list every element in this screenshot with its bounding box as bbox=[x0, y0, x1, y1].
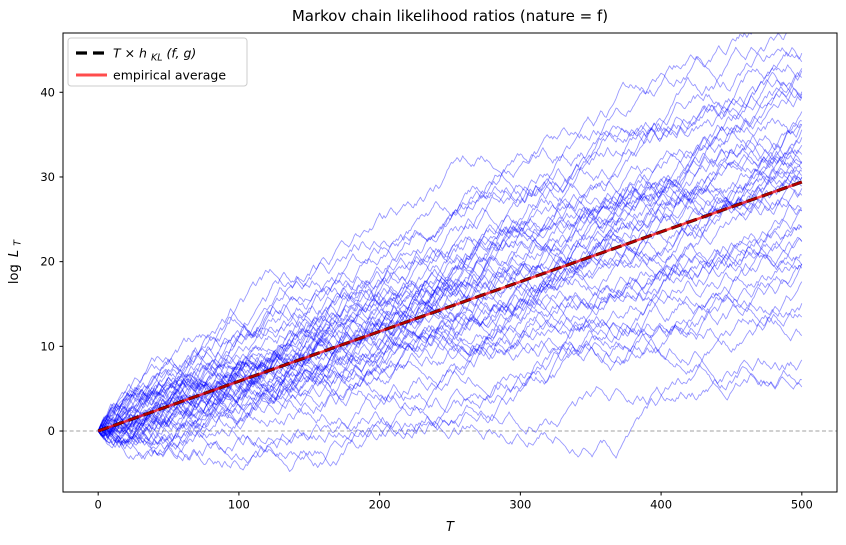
trajectory-path bbox=[97, 64, 803, 432]
plot-spines bbox=[62, 32, 838, 493]
y-tick-label: 20 bbox=[40, 255, 55, 269]
x-axis-label: T bbox=[446, 520, 455, 535]
y-tick-label: 0 bbox=[48, 424, 55, 438]
trajectory-path bbox=[97, 129, 803, 432]
empirical-average-line bbox=[97, 180, 803, 433]
y-axis-label-var: L bbox=[7, 250, 22, 257]
x-tick-label: 300 bbox=[509, 498, 531, 512]
trajectory-path bbox=[97, 72, 803, 432]
trajectory-path bbox=[97, 47, 803, 436]
trajectory-path bbox=[97, 238, 803, 432]
trajectory-path bbox=[97, 249, 802, 444]
trajectory-path bbox=[97, 236, 803, 449]
trajectory-path bbox=[97, 161, 803, 450]
x-tick-label: 400 bbox=[650, 498, 672, 512]
chart-title: Markov chain likelihood ratios (nature =… bbox=[292, 7, 608, 25]
legend-box bbox=[67, 37, 248, 87]
x-tick-label: 0 bbox=[95, 498, 102, 512]
x-tick-label: 200 bbox=[369, 498, 391, 512]
trajectory-path bbox=[97, 303, 803, 467]
trajectory-path bbox=[97, 91, 803, 433]
plot-area bbox=[63, 33, 837, 492]
trajectory-path bbox=[97, 135, 803, 435]
trajectory-path bbox=[97, 33, 753, 433]
y-axis-ticks: 0 10 20 30 40 bbox=[40, 85, 63, 438]
legend-kl-main: T × h bbox=[113, 46, 147, 61]
legend-kl-label: T × h KL (f, g) bbox=[113, 46, 196, 64]
trajectory-path bbox=[97, 294, 803, 438]
y-axis-label: log L T bbox=[7, 239, 24, 284]
trajectory-path bbox=[97, 79, 803, 446]
trajectory-path bbox=[97, 171, 803, 434]
trajectory-path bbox=[97, 281, 803, 471]
y-tick-label: 40 bbox=[40, 85, 55, 99]
main-lines-group bbox=[97, 180, 803, 433]
trajectory-path bbox=[97, 264, 803, 446]
trajectory-path bbox=[97, 146, 803, 435]
trajectory-path bbox=[97, 137, 803, 432]
trajectory-path bbox=[97, 117, 803, 432]
trajectory-path bbox=[97, 144, 803, 436]
trajectory-path bbox=[97, 224, 803, 432]
trajectory-path bbox=[97, 120, 802, 436]
legend-kl-tail: (f, g) bbox=[166, 46, 196, 61]
trajectory-path bbox=[97, 208, 803, 434]
trajectory-path bbox=[97, 257, 803, 436]
trajectory-path bbox=[97, 88, 803, 432]
legend-kl-sub: KL bbox=[151, 53, 163, 64]
y-tick-label: 30 bbox=[40, 170, 55, 184]
trajectory-path bbox=[97, 111, 803, 434]
trajectory-path bbox=[97, 162, 803, 446]
trajectory-path bbox=[97, 158, 803, 448]
trajectory-path bbox=[97, 171, 803, 446]
x-tick-label: 500 bbox=[791, 498, 813, 512]
x-axis-ticks: 0 100 200 300 400 500 bbox=[95, 492, 813, 512]
trajectory-path bbox=[97, 175, 803, 448]
trajectory-path bbox=[97, 123, 802, 432]
trajectory-path bbox=[97, 204, 802, 443]
x-tick-label: 100 bbox=[228, 498, 250, 512]
trajectory-path bbox=[97, 333, 802, 458]
trajectory-path bbox=[97, 71, 803, 432]
y-axis-label-roman: log bbox=[7, 264, 22, 284]
trajectory-path bbox=[97, 189, 803, 438]
trajectory-path bbox=[97, 238, 803, 456]
trajectory-path bbox=[97, 68, 803, 432]
legend-avg-label: empirical average bbox=[113, 68, 226, 83]
legend: T × h KL (f, g) empirical average bbox=[67, 37, 248, 87]
y-tick-label: 10 bbox=[40, 339, 55, 353]
trajectory-path bbox=[97, 357, 803, 472]
trajectory-path bbox=[97, 189, 802, 443]
trajectory-path bbox=[97, 33, 787, 445]
y-axis-label-sub: T bbox=[13, 239, 24, 246]
trajectories-group bbox=[97, 33, 803, 472]
trajectory-path bbox=[97, 340, 803, 462]
trajectory-path bbox=[97, 263, 803, 444]
trajectory-path bbox=[97, 167, 803, 437]
trajectory-path bbox=[97, 51, 803, 432]
trajectory-path bbox=[97, 300, 803, 434]
